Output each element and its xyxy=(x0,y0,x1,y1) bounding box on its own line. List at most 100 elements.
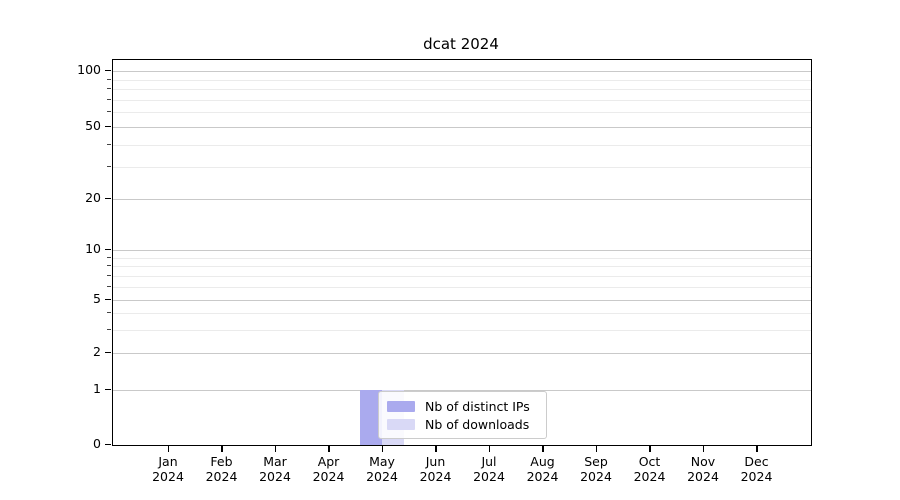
y-axis-tick xyxy=(105,443,111,445)
chart-title: dcat 2024 xyxy=(423,35,499,53)
month-label: Mar xyxy=(263,454,287,469)
y-axis-tick xyxy=(105,298,111,300)
month-label: Dec xyxy=(744,454,769,469)
y-axis-minor-tick xyxy=(107,98,111,100)
year-label: 2024 xyxy=(526,469,559,484)
y-axis-minor-tick xyxy=(107,256,111,258)
month-label: Oct xyxy=(638,454,661,469)
y-axis-minor-tick xyxy=(107,78,111,80)
x-axis-tick xyxy=(702,445,704,452)
gridline-minor xyxy=(113,329,811,331)
gridline-minor xyxy=(113,99,811,101)
x-axis-tick xyxy=(488,445,490,452)
month-label: Sep xyxy=(584,454,608,469)
gridline-minor xyxy=(113,112,811,114)
x-axis-tick xyxy=(381,445,383,452)
y-axis-minor-tick xyxy=(107,111,111,113)
y-axis-minor-tick xyxy=(107,311,111,313)
gridline-minor xyxy=(113,312,811,314)
x-axis-tick-label: Oct 2024 xyxy=(623,454,677,484)
y-axis-minor-tick xyxy=(107,328,111,330)
x-axis-tick-label: Sep 2024 xyxy=(569,454,623,484)
year-label: 2024 xyxy=(312,469,345,484)
gridline-minor xyxy=(113,286,811,288)
year-label: 2024 xyxy=(687,469,719,484)
x-axis-tick-label: Aug 2024 xyxy=(516,454,570,484)
x-axis-tick xyxy=(756,445,758,452)
legend-label-downloads: Nb of downloads xyxy=(425,417,530,433)
plot-area: Nb of distinct IPs Nb of downloads xyxy=(112,59,812,446)
y-axis-tick-label: 2 xyxy=(93,344,101,359)
y-axis-tick xyxy=(105,388,111,390)
x-axis-tick-label: Jul 2024 xyxy=(462,454,516,484)
y-axis-minor-tick xyxy=(107,265,111,267)
y-axis-minor-tick xyxy=(107,166,111,168)
legend-item-downloads: Nb of downloads xyxy=(387,416,538,435)
month-label: May xyxy=(369,454,395,469)
y-axis-tick-label: 1 xyxy=(93,381,101,396)
gridline-minor xyxy=(113,167,811,169)
gridline-minor xyxy=(113,266,811,268)
year-label: 2024 xyxy=(205,469,238,484)
year-label: 2024 xyxy=(740,469,773,484)
bar-distinct-ips-may xyxy=(360,390,382,445)
gridline-minor xyxy=(113,144,811,146)
gridline-minor xyxy=(113,275,811,277)
x-axis-tick-label: Mar 2024 xyxy=(248,454,302,484)
year-label: 2024 xyxy=(419,469,452,484)
month-label: Aug xyxy=(530,454,555,469)
gridline-minor xyxy=(113,257,811,259)
y-axis-tick-label: 20 xyxy=(85,190,101,205)
year-label: 2024 xyxy=(366,469,398,484)
x-axis-tick xyxy=(595,445,597,452)
gridline-minor xyxy=(113,79,811,81)
y-axis-minor-tick xyxy=(107,143,111,145)
gridline-major xyxy=(113,127,811,128)
gridline-major xyxy=(113,71,811,72)
y-axis-tick xyxy=(105,125,111,127)
month-label: Jul xyxy=(481,454,497,469)
x-axis-tick xyxy=(274,445,276,452)
y-axis-minor-tick xyxy=(107,285,111,287)
gridline-major xyxy=(113,353,811,354)
y-axis-minor-tick xyxy=(107,88,111,89)
month-label: Nov xyxy=(690,454,716,469)
y-axis-tick-label: 0 xyxy=(93,436,101,451)
month-label: Jun xyxy=(425,454,446,469)
y-axis-minor-tick xyxy=(107,274,111,276)
x-axis-tick xyxy=(542,445,544,452)
y-axis-tick xyxy=(105,69,111,71)
legend-label-distinct-ips: Nb of distinct IPs xyxy=(425,398,530,414)
y-axis-tick xyxy=(105,197,111,199)
x-axis-tick xyxy=(167,445,169,452)
x-axis-tick-label: Feb 2024 xyxy=(195,454,249,484)
x-axis-tick xyxy=(435,445,437,452)
legend: Nb of distinct IPs Nb of downloads xyxy=(378,391,547,439)
y-axis-tick xyxy=(105,248,111,250)
legend-swatch-downloads xyxy=(387,419,415,431)
year-label: 2024 xyxy=(633,469,666,484)
x-axis-tick-label: Dec 2024 xyxy=(730,454,784,484)
year-label: 2024 xyxy=(152,469,184,484)
x-axis-tick xyxy=(649,445,651,452)
y-axis-tick-label: 5 xyxy=(93,291,101,306)
y-axis-tick-label: 100 xyxy=(77,62,101,77)
month-label: Jan xyxy=(158,454,178,469)
legend-item-distinct-ips: Nb of distinct IPs xyxy=(387,397,538,416)
year-label: 2024 xyxy=(580,469,612,484)
y-axis-tick-label: 50 xyxy=(85,118,101,133)
y-axis-tick-label: 10 xyxy=(85,241,101,256)
x-axis-tick-label: Nov 2024 xyxy=(676,454,730,484)
gridline-minor xyxy=(113,89,811,90)
x-axis-tick xyxy=(328,445,330,452)
gridline-major xyxy=(113,390,811,391)
x-axis-tick-label: Jun 2024 xyxy=(409,454,463,484)
x-axis-tick xyxy=(221,445,223,452)
gridline-major xyxy=(113,300,811,301)
legend-swatch-distinct-ips xyxy=(387,400,415,412)
gridline-major xyxy=(113,250,811,251)
x-axis-tick-label: Jan 2024 xyxy=(141,454,195,484)
year-label: 2024 xyxy=(473,469,505,484)
month-label: Feb xyxy=(210,454,233,469)
